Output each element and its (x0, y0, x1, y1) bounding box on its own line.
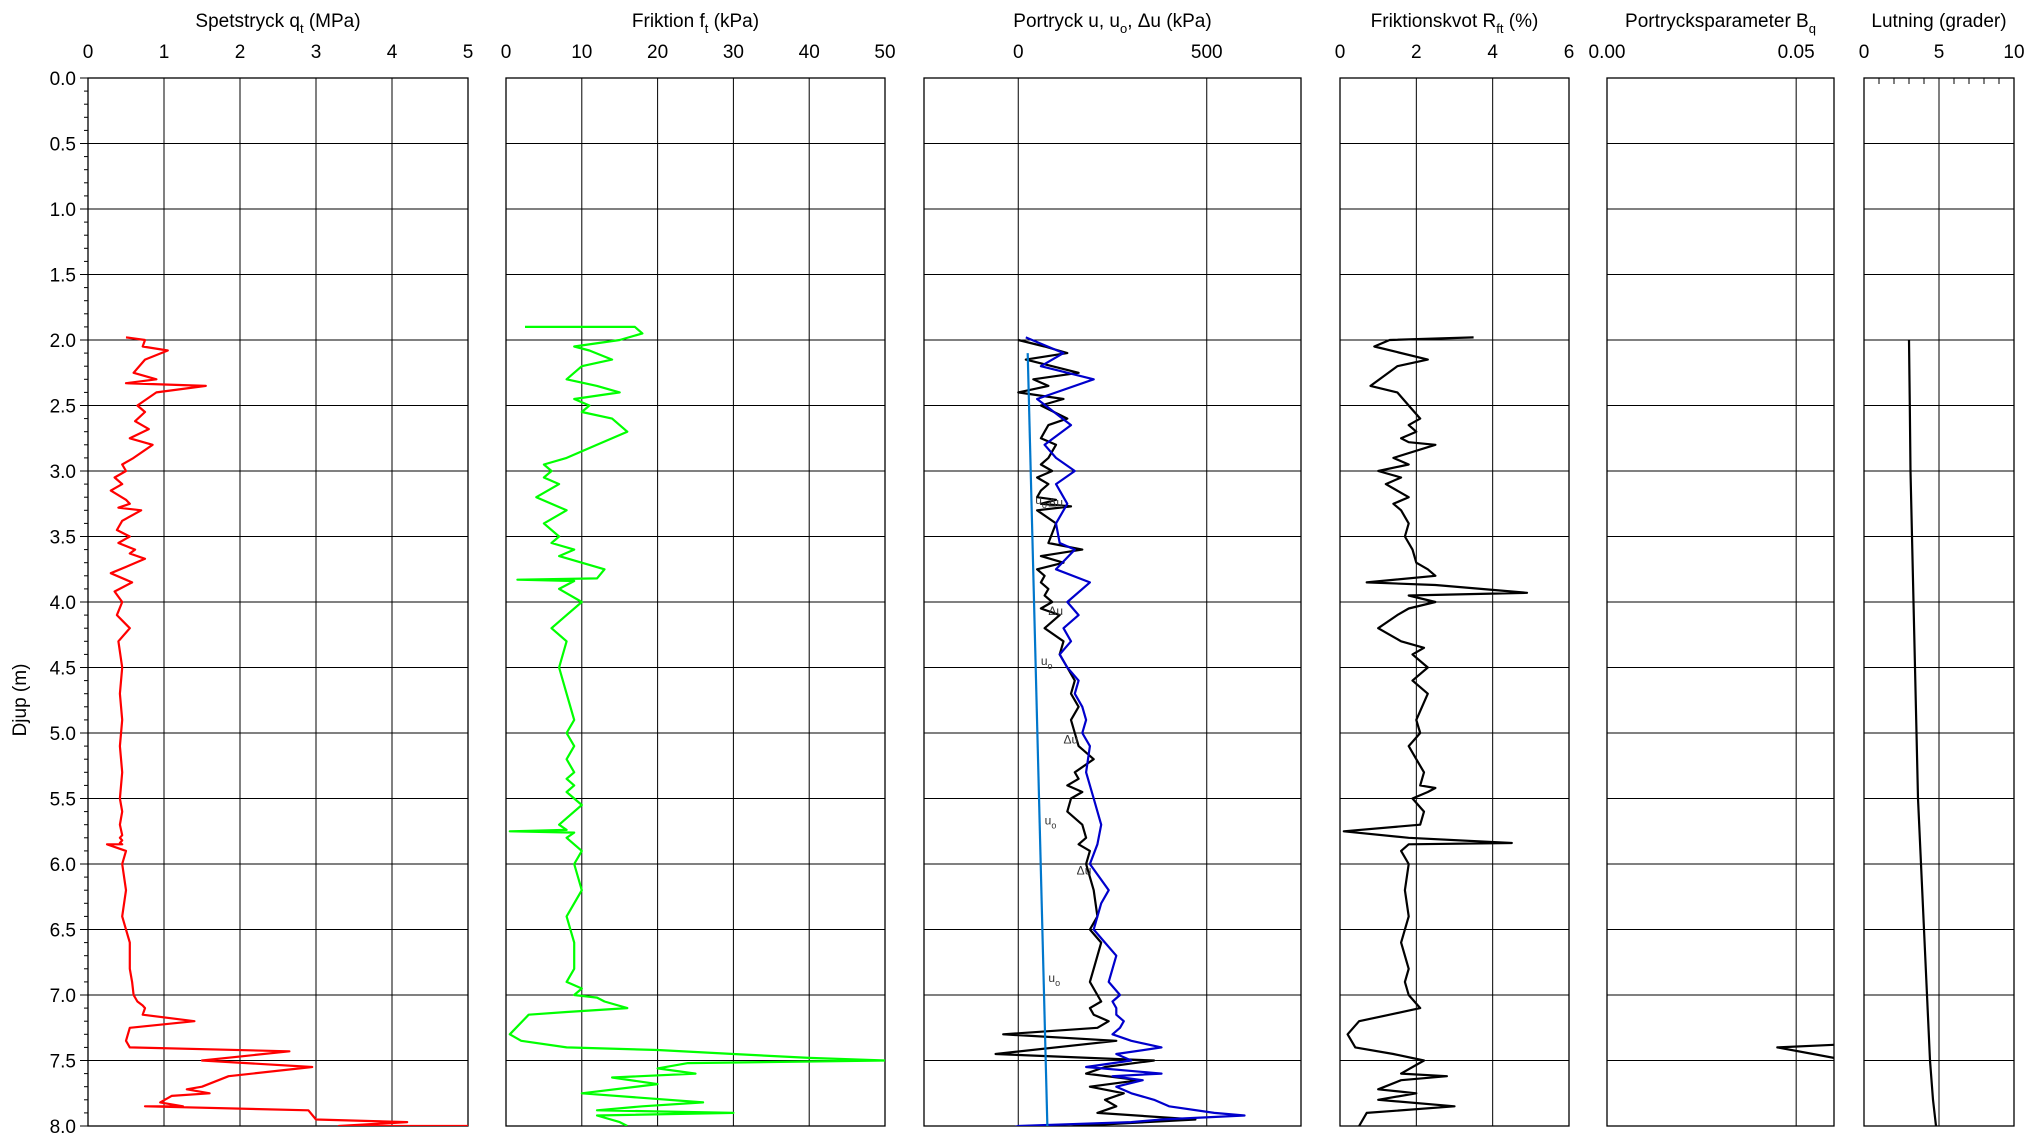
depth-tick-label: 1.0 (50, 200, 76, 221)
panel-title-subscript: q (1809, 21, 1816, 36)
depth-tick-label: 0.0 (50, 69, 76, 90)
panel-title: Spetstryck qt (MPa) (195, 11, 360, 36)
depth-tick-label: 5.0 (50, 724, 76, 745)
x-tick-label: 1 (159, 42, 170, 63)
x-tick-label: 0.05 (1778, 42, 1815, 63)
series-line-3-2 (1014, 336, 1246, 1126)
series-line-6-1 (1907, 339, 1938, 1126)
x-tick-label: 0.00 (1589, 42, 1626, 63)
depth-tick-label: 3.0 (50, 462, 76, 483)
panel-6: 0 5 10 Lutning (grader) (1859, 11, 2025, 1127)
x-tick-label: 2 (1411, 42, 1422, 63)
depth-tick-label: 6.0 (50, 855, 76, 876)
panel-1: 0 1 2 3 4 5 Spetstryck qt (MPa) (83, 11, 474, 1127)
panel-title-unit: (kPa) (708, 11, 759, 32)
series-annotation: uo (1048, 971, 1060, 988)
panel-title-subscript: t (705, 21, 709, 36)
x-tick-label: 6 (1564, 42, 1575, 63)
series-annotation: uo (1035, 493, 1047, 510)
x-tick-label: 0 (1859, 42, 1870, 63)
panel-title: Lutning (grader) (1871, 11, 2006, 32)
panel-frame (87, 77, 469, 1127)
depth-tick-label: 4.5 (50, 659, 76, 680)
depth-tick-label: 8.0 (50, 1117, 76, 1133)
panel-frame (1606, 77, 1835, 1127)
series-line-2-1 (508, 325, 885, 1126)
x-tick-label: 10 (2003, 42, 2024, 63)
series-line-5-1 (1776, 1043, 1834, 1059)
depth-axis: Djup (m) 0.0 0.5 1.0 1.5 2.0 2.5 3.0 3.5 4.0 4.5 5… (10, 69, 88, 1133)
depth-axis-label: Djup (m) (10, 664, 31, 737)
panel-frame (1339, 77, 1570, 1127)
panel-title-unit: (MPa) (304, 11, 361, 32)
series-line-4-1 (1342, 336, 1529, 1126)
panel-title: Friktion ft (kPa) (632, 11, 759, 36)
panel-title-main: Portryck u, u (1013, 11, 1120, 32)
panel-title-unit: (%) (1504, 11, 1539, 32)
series-line-3-1 (994, 338, 1197, 1126)
x-tick-label: 5 (1934, 42, 1945, 63)
x-tick-label: 50 (874, 42, 895, 63)
depth-tick-label: 0.5 (50, 135, 76, 156)
panel-4: 0 2 4 6 Friktionskvot Rft (%) (1335, 11, 1575, 1127)
depth-tick-label: 6.5 (50, 921, 76, 942)
x-tick-label: 500 (1191, 42, 1223, 63)
depth-tick-label: 7.0 (50, 986, 76, 1007)
panel-frame (923, 77, 1302, 1127)
series-annotation: Δu (1048, 604, 1063, 618)
depth-tick-label: 7.5 (50, 1052, 76, 1073)
series-line-3-3 (1026, 353, 1049, 1126)
depth-tick-label: 4.0 (50, 593, 76, 614)
series-annotation: Δu (1077, 863, 1092, 877)
panel-title-main: Friktionskvot R (1371, 11, 1497, 32)
panel-title-main: Portrycksparameter B (1625, 11, 1809, 32)
panel-title-subscript: ft (1496, 21, 1504, 36)
x-tick-label: 3 (311, 42, 322, 63)
x-tick-label: 4 (1487, 42, 1498, 63)
series-annotation: uo (1045, 814, 1057, 831)
panel-title-subscript: t (300, 21, 304, 36)
x-tick-label: 4 (387, 42, 398, 63)
x-tick-label: 0 (1013, 42, 1024, 63)
x-tick-label: 0 (501, 42, 512, 63)
depth-tick-label: 5.5 (50, 790, 76, 811)
panel-title-subscript: o (1120, 21, 1127, 36)
x-tick-label: 0 (83, 42, 94, 63)
depth-tick-label: 3.5 (50, 528, 76, 549)
panel-title: Portrycksparameter Bq (1625, 11, 1816, 36)
depth-tick-label: 2.5 (50, 397, 76, 418)
panel-title: Friktionskvot Rft (%) (1371, 11, 1539, 36)
x-tick-label: 10 (571, 42, 592, 63)
x-tick-label: 5 (463, 42, 474, 63)
x-tick-label: 30 (723, 42, 744, 63)
panel-title-main: Spetstryck q (195, 11, 300, 32)
panel-title: Portryck u, uo, Δu (kPa) (1013, 11, 1211, 36)
panel-title-main: Friktion f (632, 11, 706, 32)
panel-2: 0 10 20 30 40 50 Friktion ft (kPa) (501, 11, 896, 1127)
panel-frame (505, 77, 886, 1127)
series-annotation: Δu (1063, 732, 1078, 746)
depth-tick-label: 1.5 (50, 266, 76, 287)
panel-5: 0.00 0.05 Portrycksparameter Bq (1589, 11, 1835, 1127)
x-tick-label: 2 (235, 42, 246, 63)
panel-title-main: Lutning (grader) (1871, 11, 2006, 32)
x-tick-label: 40 (799, 42, 820, 63)
panel-title-unit: , Δu (kPa) (1127, 11, 1212, 32)
series-annotation: uo (1041, 654, 1053, 671)
series-annotation: Δu (1048, 495, 1063, 509)
series-line-1-1 (105, 336, 468, 1126)
x-tick-label: 20 (647, 42, 668, 63)
x-tick-label: 0 (1335, 42, 1346, 63)
depth-tick-label: 2.0 (50, 331, 76, 352)
